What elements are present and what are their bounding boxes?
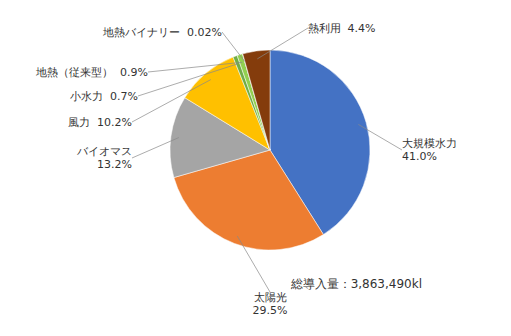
value-label: 10.2% — [97, 116, 132, 129]
leader-line — [358, 124, 402, 150]
leader-line — [138, 64, 238, 96]
data-label: バイオマス13.2% — [76, 145, 132, 171]
value-label: 0.7% — [110, 90, 138, 103]
category-label: 小水力 — [70, 90, 103, 103]
leader-line — [222, 32, 245, 62]
data-label: 地熱（従来型） 0.9% — [35, 66, 148, 79]
category-label: 地熱バイナリー — [102, 26, 180, 39]
data-label: 太陽光29.5% — [253, 291, 288, 317]
data-label: 小水力 0.7% — [70, 90, 138, 103]
category-label: 大規模水力 — [402, 137, 457, 150]
leader-line — [132, 138, 179, 158]
chart: 大規模水力41.0% 太陽光29.5% バイオマス13.2% 風力 10.2% 小水力 0.… — [0, 0, 511, 336]
category-label: 太陽光 — [254, 291, 287, 304]
data-label: 大規模水力41.0% — [402, 137, 457, 163]
leader-lines — [132, 28, 402, 292]
data-labels: 大規模水力41.0% 太陽光29.5% バイオマス13.2% 風力 10.2% 小水力 0.… — [35, 22, 457, 318]
category-label: 風力 — [68, 116, 90, 129]
data-label: 熱利用 4.4% — [308, 22, 376, 35]
leader-line — [148, 62, 242, 72]
category-label: 熱利用 — [308, 22, 341, 35]
value-label: 29.5% — [253, 304, 288, 317]
value-label: 13.2% — [97, 158, 132, 171]
annotation: 総導入量：3,863,490kl — [290, 277, 422, 291]
data-label: 風力 10.2% — [68, 116, 132, 129]
data-label: 地熱バイナリー 0.02% — [102, 26, 222, 39]
value-label: 0.02% — [187, 26, 222, 39]
category-label: バイオマス — [76, 145, 132, 158]
leader-line — [257, 28, 308, 59]
pie-slice — [243, 50, 270, 150]
value-label: 0.9% — [120, 66, 148, 79]
leader-line — [237, 236, 270, 292]
value-label: 4.4% — [348, 22, 376, 35]
value-label: 41.0% — [402, 150, 437, 163]
pie — [170, 50, 370, 250]
category-label: 地熱（従来型） — [35, 66, 113, 79]
leader-line — [132, 80, 211, 122]
